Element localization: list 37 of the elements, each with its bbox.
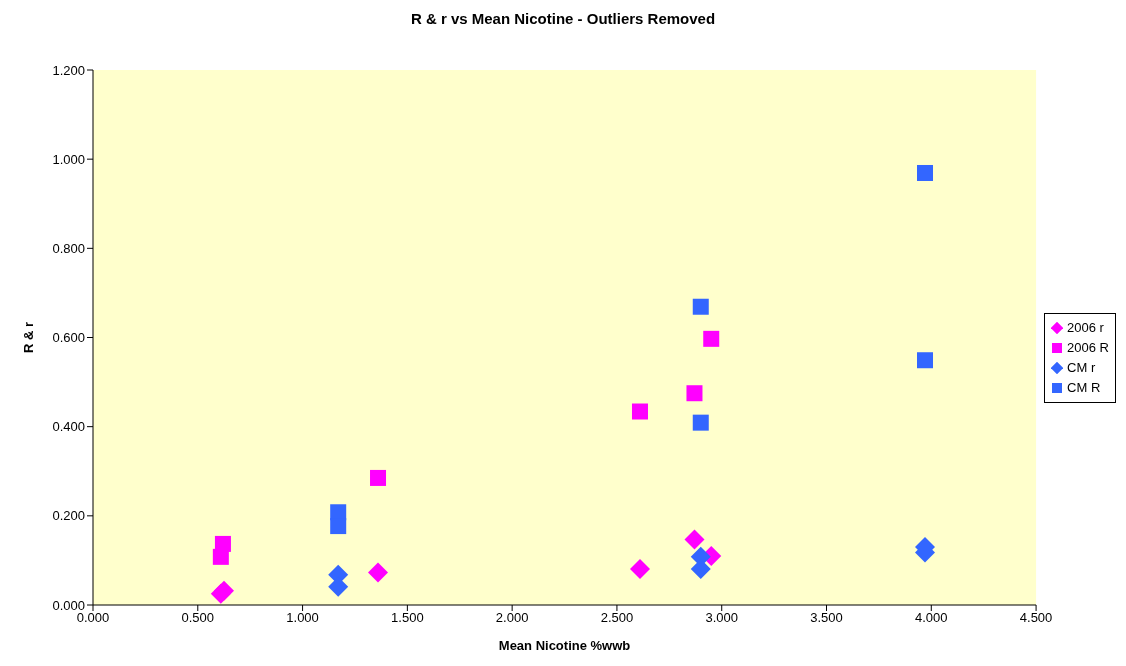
x-tick-label: 3.000 <box>705 610 738 626</box>
y-tick-label: 0.800 <box>52 240 85 256</box>
legend-label: CM r <box>1067 358 1096 377</box>
point <box>917 352 933 369</box>
y-tick-label: 1.200 <box>52 62 85 78</box>
legend-label: 2006 r <box>1067 318 1104 337</box>
x-tick-label: 2.500 <box>600 610 634 626</box>
point <box>684 529 705 550</box>
legend-label: 2006 R <box>1067 338 1109 357</box>
y-tick-label: 1.000 <box>52 151 85 167</box>
legend-label: CM R <box>1067 378 1101 397</box>
x-tick-label: 2.000 <box>495 610 529 626</box>
point <box>686 385 703 402</box>
point <box>368 562 389 583</box>
y-tick-label: 0.400 <box>52 419 85 435</box>
point <box>629 558 650 579</box>
x-tick-label: 0.500 <box>181 610 215 626</box>
y-tick-label: 0.000 <box>52 597 85 613</box>
y-axis-title: R & r <box>20 321 36 354</box>
point <box>370 469 387 486</box>
x-axis-title: Mean Nicotine %wwb <box>498 638 631 653</box>
x-tick-label: 4.000 <box>915 610 948 626</box>
x-tick-label: 1.000 <box>286 610 319 626</box>
point <box>631 403 648 420</box>
x-tick-label: 0.000 <box>76 610 110 626</box>
point <box>330 518 347 535</box>
point <box>692 414 709 431</box>
point <box>692 298 709 315</box>
x-tick-label: 1.500 <box>391 610 424 626</box>
y-tick-label: 0.200 <box>52 508 85 524</box>
x-tick-label: 4.500 <box>1019 610 1053 626</box>
x-tick-label: 3.500 <box>810 610 843 626</box>
point <box>917 164 933 181</box>
chart-title: R & r vs Mean Nicotine - Outliers Removed <box>409 9 717 29</box>
point <box>214 535 231 552</box>
y-tick-label: 0.600 <box>52 330 85 346</box>
point <box>703 330 720 347</box>
